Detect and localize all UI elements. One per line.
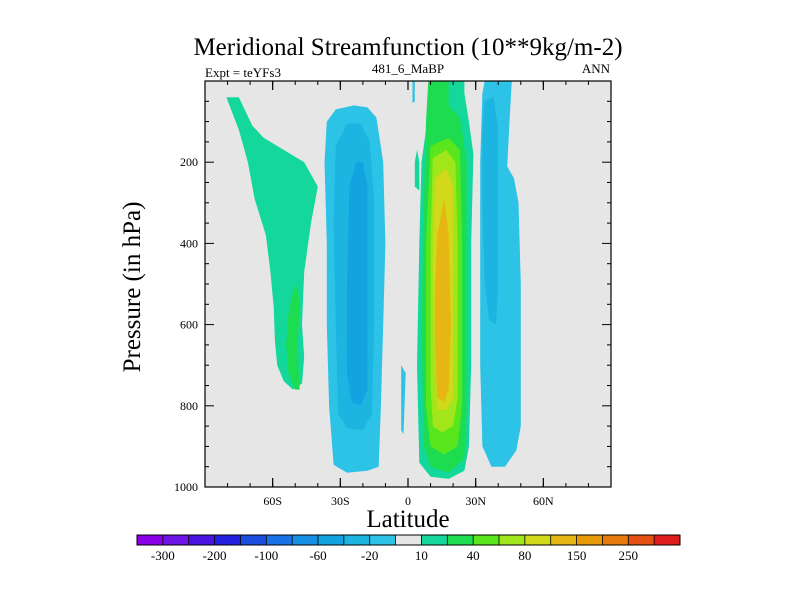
x-tick-label: 30N	[465, 494, 486, 508]
colorbar-swatch	[266, 535, 293, 545]
contour-nh-hadley-100	[435, 198, 451, 402]
x-tick-label: 30S	[331, 494, 350, 508]
colorbar-swatch	[524, 535, 552, 545]
colorbar-swatch	[162, 535, 190, 545]
colorbar-swatch	[654, 535, 681, 545]
colorbar-label: -20	[361, 548, 378, 563]
colorbar-swatch	[137, 535, 164, 545]
colorbar-swatch	[602, 535, 629, 545]
colorbar-swatch	[240, 535, 267, 545]
colorbar-swatch	[473, 535, 500, 545]
y-tick-label: 200	[180, 155, 198, 169]
y-tick-label: 400	[180, 236, 198, 250]
contour-tropical-spike-2	[414, 150, 420, 191]
y-tick-label: 600	[180, 318, 198, 332]
colorbar-swatch	[318, 535, 345, 545]
colorbar-label: 150	[567, 548, 587, 563]
contour-layer	[226, 81, 521, 479]
colorbar-label: 10	[415, 548, 428, 563]
colorbar-swatch	[550, 535, 577, 545]
subtitle-right: ANN	[582, 61, 611, 76]
axis-ticks: 60S 30S 0 30N 60N 200 400 600 800 1000	[174, 81, 611, 508]
colorbar-frame	[136, 534, 681, 546]
colorbar-label: -100	[254, 548, 278, 563]
colorbar-swatch	[447, 535, 474, 545]
colorbar-swatch	[369, 535, 396, 545]
colorbar-swatch	[499, 535, 526, 545]
colorbar-label: -200	[203, 548, 227, 563]
colorbar-swatch	[343, 535, 371, 545]
y-axis-label: Pressure (in hPa)	[119, 202, 146, 373]
colorbar-label: 80	[518, 548, 531, 563]
colorbar-label: -300	[151, 548, 175, 563]
x-axis-label: Latitude	[366, 506, 449, 533]
colorbar-label: 250	[619, 548, 639, 563]
colorbar-swatch	[421, 535, 448, 545]
contour-sh-hadley-core	[347, 162, 368, 406]
contour-tropical-spike-1	[412, 81, 415, 104]
colorbar-label: -60	[309, 548, 326, 563]
colorbar-swatch	[576, 535, 603, 545]
colorbar-swatch	[628, 535, 655, 545]
contour-nh-ferrel-inner	[482, 97, 499, 325]
subtitle-left: Expt = teYFs3	[205, 65, 281, 80]
contour-tropical-sliver	[401, 365, 406, 435]
contour-sh-polar-inner	[286, 284, 300, 390]
colorbar-swatch	[292, 535, 319, 545]
subtitle-center: 481_6_MaBP	[372, 61, 444, 76]
colorbar-label: 40	[467, 548, 480, 563]
chart-title: Meridional Streamfunction (10**9kg/m-2)	[193, 34, 622, 61]
colorbar-swatch	[188, 535, 215, 545]
x-tick-label: 0	[405, 494, 411, 508]
x-tick-label: 60S	[263, 494, 282, 508]
colorbar-swatch	[214, 535, 241, 545]
colorbar: -300 -200 -100 -60 -20 10 40 80 150 250	[136, 534, 681, 563]
y-tick-label: 800	[180, 399, 198, 413]
colorbar-swatch	[395, 535, 422, 545]
x-tick-label: 60N	[533, 494, 554, 508]
y-tick-label: 1000	[174, 480, 198, 494]
